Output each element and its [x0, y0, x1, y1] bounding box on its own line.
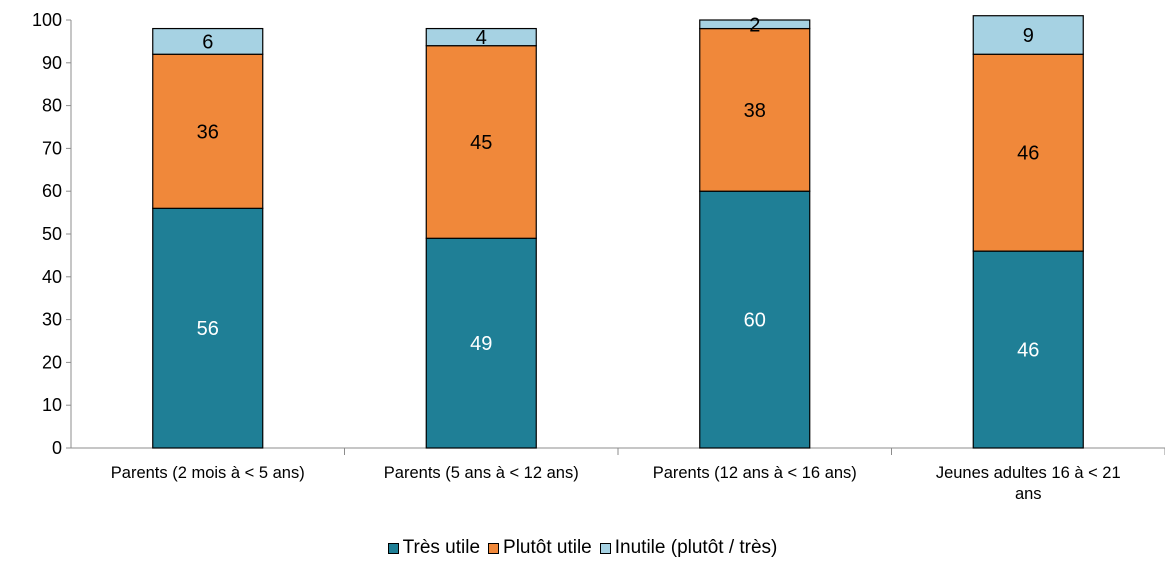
x-tick-label: Parents (5 ans à < 12 ans) [384, 464, 579, 482]
bar-segment [425, 45, 537, 239]
y-tick-label: 70 [42, 138, 62, 158]
legend-item: Très utile [387, 537, 481, 559]
bar-segment [972, 53, 1084, 252]
bar-segment [425, 237, 537, 449]
legend-swatch [599, 542, 611, 554]
data-label: 38 [744, 100, 766, 122]
data-label: 45 [470, 132, 492, 154]
bar-segment [152, 27, 264, 55]
legend-swatch [387, 542, 399, 554]
legend: Très utile Plutôt utile Inutile (plutôt / … [0, 537, 1165, 559]
bar-segment [699, 27, 811, 192]
data-label: 60 [744, 310, 766, 332]
legend-label: Très utile [402, 537, 481, 558]
chart-canvas: 0 10 20 30 40 50 60 70 80 90 100 56 36 6 Parents (2 mo… [32, 10, 1165, 503]
y-tick-label: 60 [42, 181, 62, 201]
x-tick-label: ans [1015, 485, 1042, 503]
legend-label: Inutile (plutôt / très) [614, 537, 778, 558]
legend-label: Plutôt utile [503, 537, 592, 558]
y-tick-label: 80 [42, 96, 62, 116]
data-label: 46 [1017, 143, 1039, 165]
bar-segment [699, 190, 811, 449]
x-tick-label: Parents (2 mois à < 5 ans) [111, 464, 305, 482]
data-label: 46 [1017, 340, 1039, 362]
bar-segment [972, 250, 1084, 449]
data-label: 56 [197, 318, 219, 340]
bar-segment [152, 53, 264, 209]
y-tick-label: 30 [42, 310, 62, 330]
bar-segment [425, 27, 537, 47]
legend-item: Plutôt utile [488, 537, 592, 559]
y-tick-label: 20 [42, 352, 62, 372]
data-label: 49 [470, 333, 492, 355]
y-tick-label: 50 [42, 224, 62, 244]
legend-item: Inutile (plutôt / très) [599, 537, 778, 559]
x-tick-label: Parents (12 ans à < 16 ans) [653, 464, 857, 482]
y-tick-label: 10 [42, 395, 62, 415]
data-label: 9 [1023, 25, 1034, 47]
legend-swatch [488, 542, 500, 554]
data-label: 2 [749, 14, 760, 36]
y-tick-label: 0 [52, 438, 62, 458]
bar-segment [699, 19, 811, 30]
data-label: 4 [476, 27, 487, 49]
y-tick-label: 40 [42, 267, 62, 287]
y-tick-label: 90 [42, 53, 62, 73]
bar-segment [152, 207, 264, 449]
x-tick-label: Jeunes adultes 16 à < 21 [936, 464, 1121, 482]
y-tick-label: 100 [32, 10, 62, 30]
data-label: 36 [197, 121, 219, 143]
bar-segment [972, 15, 1084, 55]
data-label: 6 [202, 31, 213, 53]
